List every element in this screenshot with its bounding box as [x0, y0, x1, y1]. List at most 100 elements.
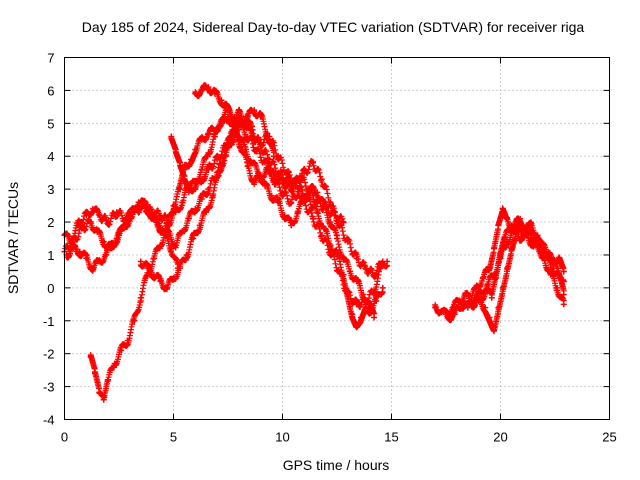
data-point — [89, 205, 96, 212]
data-point — [192, 90, 199, 97]
x-axis-label: GPS time / hours — [283, 457, 390, 473]
data-point — [554, 265, 561, 272]
data-point — [100, 396, 107, 403]
data-point — [288, 186, 295, 193]
data-point — [340, 255, 347, 262]
data-point — [122, 219, 129, 226]
data-point — [301, 199, 308, 206]
data-point — [196, 222, 203, 229]
x-tick-label: 5 — [170, 430, 177, 445]
data-point — [190, 235, 197, 242]
data-point — [501, 235, 508, 242]
y-tick-label: -4 — [43, 413, 55, 428]
data-point — [490, 324, 497, 331]
y-tick-label: 1 — [47, 248, 54, 263]
data-point — [279, 189, 286, 196]
data-point — [168, 133, 175, 140]
data-point — [225, 107, 231, 114]
data-point — [148, 212, 155, 219]
data-point — [347, 268, 354, 275]
data-point — [222, 146, 229, 153]
data-point — [70, 245, 77, 252]
data-point — [334, 235, 340, 242]
data-point — [135, 199, 142, 206]
data-point — [362, 265, 369, 272]
data-point — [244, 113, 251, 120]
data-point — [283, 169, 290, 176]
data-point — [504, 265, 511, 272]
data-point — [218, 97, 225, 104]
series-track-6 — [137, 106, 391, 310]
data-point — [255, 169, 262, 176]
data-point — [466, 298, 473, 305]
data-point — [131, 317, 138, 324]
data-point — [242, 146, 249, 153]
data-point — [118, 347, 125, 354]
data-point — [211, 133, 218, 140]
data-point — [205, 186, 212, 193]
data-point — [157, 242, 164, 249]
data-point — [488, 294, 495, 301]
data-point — [211, 90, 218, 97]
data-point — [163, 222, 170, 229]
x-tick-label: 25 — [602, 430, 616, 445]
data-point — [495, 222, 502, 229]
data-point — [89, 265, 96, 272]
data-point — [495, 304, 502, 311]
data-point — [336, 268, 343, 275]
data-point — [248, 133, 255, 140]
data-point — [157, 212, 164, 219]
data-point — [353, 278, 360, 285]
data-point — [170, 202, 177, 209]
data-point — [264, 130, 271, 137]
data-point — [514, 219, 521, 226]
y-tick-label: -1 — [43, 314, 55, 329]
data-point — [482, 304, 489, 311]
data-point — [87, 219, 94, 226]
data-point — [87, 353, 94, 360]
data-point — [493, 274, 500, 281]
data-point — [462, 291, 469, 298]
data-point — [480, 274, 487, 281]
data-point — [192, 186, 199, 193]
data-point — [109, 242, 116, 249]
data-point — [235, 133, 242, 140]
y-tick-label: 4 — [47, 149, 54, 164]
data-point — [327, 248, 334, 255]
data-point — [205, 84, 212, 91]
data-point — [560, 301, 567, 308]
data-point — [150, 271, 157, 278]
data-point — [373, 298, 380, 305]
x-tick-label: 20 — [493, 430, 507, 445]
data-point — [344, 291, 351, 298]
data-point — [170, 274, 177, 281]
data-point — [327, 199, 334, 206]
data-point — [179, 228, 186, 235]
data-point — [231, 113, 238, 120]
data-point — [357, 314, 364, 321]
data-point — [229, 126, 236, 133]
data-point — [205, 130, 212, 137]
series-track-7 — [192, 82, 277, 160]
data-point — [449, 304, 456, 311]
data-point — [253, 146, 260, 153]
data-point — [320, 202, 327, 209]
data-point — [336, 222, 343, 229]
data-point — [100, 238, 107, 245]
data-point — [283, 176, 290, 183]
data-point — [257, 140, 264, 147]
data-point — [205, 149, 212, 156]
data-point — [521, 228, 528, 235]
y-tick-label: -2 — [43, 347, 55, 362]
data-point — [517, 235, 524, 242]
data-point — [344, 238, 351, 245]
y-tick-label: 5 — [47, 116, 54, 131]
x-tick-label: 15 — [384, 430, 398, 445]
data-point — [78, 225, 85, 232]
data-point — [102, 251, 109, 258]
y-tick-label: 3 — [47, 182, 54, 197]
y-tick-label: 6 — [47, 83, 54, 98]
data-point — [111, 360, 118, 367]
data-point — [183, 251, 190, 258]
